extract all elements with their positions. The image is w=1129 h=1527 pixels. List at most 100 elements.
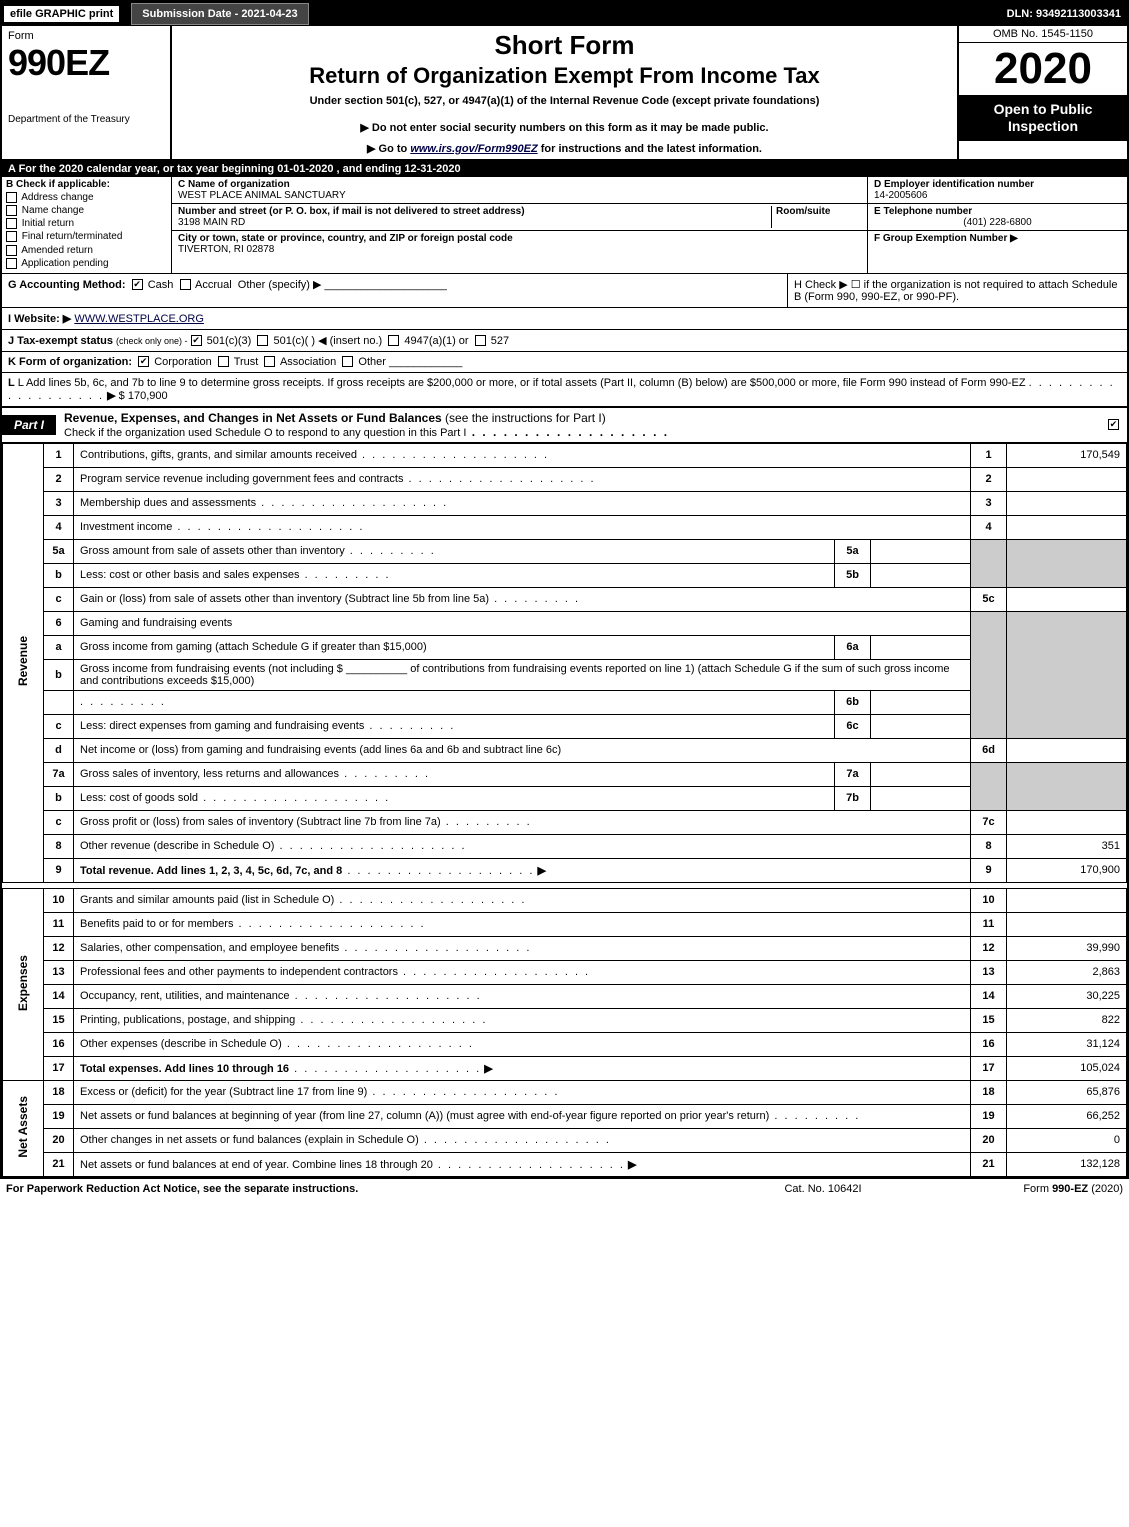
g-label: G Accounting Method:	[8, 279, 126, 291]
line-6c: cLess: direct expenses from gaming and f…	[3, 714, 1127, 738]
goto-pre: ▶ Go to	[367, 143, 410, 155]
c-city-value: TIVERTON, RI 02878	[178, 244, 861, 255]
line-21: 21Net assets or fund balances at end of …	[3, 1152, 1127, 1176]
b-opt-address-change[interactable]: Address change	[6, 192, 167, 203]
d-ein-label: D Employer identification number	[874, 179, 1121, 190]
form-number: 990EZ	[8, 42, 164, 84]
line-14-value: 30,225	[1007, 984, 1127, 1008]
goto-line: ▶ Go to www.irs.gov/Form990EZ for instru…	[180, 142, 949, 155]
line-12-value: 39,990	[1007, 936, 1127, 960]
e-tel-label: E Telephone number	[874, 206, 1121, 217]
line-3: 3Membership dues and assessments 3	[3, 491, 1127, 515]
j-row: J Tax-exempt status (check only one) - 5…	[2, 330, 1127, 352]
header-right: OMB No. 1545-1150 2020 Open to Public In…	[957, 26, 1127, 159]
k-trust-checkbox[interactable]	[218, 356, 229, 367]
goto-post: for instructions and the latest informat…	[538, 143, 762, 155]
expenses-side-label: Expenses	[16, 955, 30, 1011]
h-text: H Check ▶ ☐ if the organization is not r…	[787, 274, 1127, 307]
footer-center: Cat. No. 10642I	[723, 1183, 923, 1195]
line-18: Net Assets 18Excess or (deficit) for the…	[3, 1080, 1127, 1104]
j-label: J Tax-exempt status	[8, 335, 113, 347]
i-label: I Website: ▶	[8, 313, 71, 325]
dln-label: DLN: 93492113003341	[1007, 8, 1127, 20]
irs-link[interactable]: www.irs.gov/Form990EZ	[410, 143, 537, 155]
d-ein-value: 14-2005606	[874, 190, 1121, 201]
efile-print-button[interactable]: efile GRAPHIC print	[2, 4, 121, 24]
b-opt-amended-return[interactable]: Amended return	[6, 245, 167, 256]
l-row: L L Add lines 5b, 6c, and 7b to line 9 t…	[2, 373, 1127, 407]
line-5c: cGain or (loss) from sale of assets othe…	[3, 587, 1127, 611]
b-column: B Check if applicable: Address change Na…	[2, 177, 172, 273]
line-6d: dNet income or (loss) from gaming and fu…	[3, 738, 1127, 762]
part1-check-text: Check if the organization used Schedule …	[64, 427, 466, 439]
line-19: 19Net assets or fund balances at beginni…	[3, 1104, 1127, 1128]
ssn-warning: ▶ Do not enter social security numbers o…	[180, 121, 949, 134]
c-name-value: WEST PLACE ANIMAL SANCTUARY	[178, 190, 861, 201]
j-501c3-checkbox[interactable]	[191, 335, 202, 346]
j-527-checkbox[interactable]	[475, 335, 486, 346]
footer-left: For Paperwork Reduction Act Notice, see …	[6, 1183, 723, 1195]
line-15-value: 822	[1007, 1008, 1127, 1032]
submission-date-badge: Submission Date - 2021-04-23	[131, 3, 308, 25]
line-18-value: 65,876	[1007, 1080, 1127, 1104]
footer-right: Form 990-EZ (2020)	[923, 1183, 1123, 1195]
line-4: 4Investment income 4	[3, 515, 1127, 539]
open-to-public: Open to Public Inspection	[959, 95, 1127, 141]
e-tel-value: (401) 228-6800	[874, 217, 1121, 228]
tax-year: 2020	[959, 43, 1127, 95]
f-group-label: F Group Exemption Number ▶	[874, 233, 1121, 244]
j-501c-checkbox[interactable]	[257, 335, 268, 346]
line-12: 12Salaries, other compensation, and empl…	[3, 936, 1127, 960]
line-5a: 5aGross amount from sale of assets other…	[3, 539, 1127, 563]
b-opt-initial-return[interactable]: Initial return	[6, 218, 167, 229]
part1-schedule-o-checkbox[interactable]	[1108, 419, 1119, 430]
k-corp-checkbox[interactable]	[138, 356, 149, 367]
line-5b: bLess: cost or other basis and sales exp…	[3, 563, 1127, 587]
line-6a: aGross income from gaming (attach Schedu…	[3, 635, 1127, 659]
line-17: 17Total expenses. Add lines 10 through 1…	[3, 1056, 1127, 1080]
k-assoc-checkbox[interactable]	[264, 356, 275, 367]
part1-header: Part I Revenue, Expenses, and Changes in…	[2, 407, 1127, 443]
line-15: 15Printing, publications, postage, and s…	[3, 1008, 1127, 1032]
part1-title: Revenue, Expenses, and Changes in Net As…	[64, 411, 442, 425]
g-cash-checkbox[interactable]	[132, 279, 143, 290]
b-opt-name-change[interactable]: Name change	[6, 205, 167, 216]
financial-table: Revenue 1 Contributions, gifts, grants, …	[2, 443, 1127, 1177]
g-h-row: G Accounting Method: Cash Accrual Other …	[2, 274, 1127, 308]
c-street-value: 3198 MAIN RD	[178, 217, 771, 228]
line-6: 6Gaming and fundraising events	[3, 611, 1127, 635]
line-17-value: 105,024	[1007, 1056, 1127, 1080]
line-13: 13Professional fees and other payments t…	[3, 960, 1127, 984]
g-accrual-checkbox[interactable]	[180, 279, 191, 290]
short-form-title: Short Form	[180, 30, 949, 61]
part1-badge: Part I	[2, 415, 56, 435]
line-1-value: 170,549	[1007, 443, 1127, 467]
line-20: 20Other changes in net assets or fund ba…	[3, 1128, 1127, 1152]
line-1: Revenue 1 Contributions, gifts, grants, …	[3, 443, 1127, 467]
b-opt-final-return[interactable]: Final return/terminated	[6, 231, 167, 242]
b-opt-application-pending[interactable]: Application pending	[6, 258, 167, 269]
line-11: 11Benefits paid to or for members 11	[3, 912, 1127, 936]
netassets-side-label: Net Assets	[16, 1096, 30, 1158]
dept-label: Department of the Treasury	[8, 114, 164, 125]
line-7a: 7aGross sales of inventory, less returns…	[3, 762, 1127, 786]
page-footer: For Paperwork Reduction Act Notice, see …	[0, 1179, 1129, 1199]
line-10: Expenses 10Grants and similar amounts pa…	[3, 888, 1127, 912]
line-13-value: 2,863	[1007, 960, 1127, 984]
website-link[interactable]: WWW.WESTPLACE.ORG	[74, 313, 204, 325]
part1-note: (see the instructions for Part I)	[445, 411, 606, 425]
i-website-row: I Website: ▶ WWW.WESTPLACE.ORG	[2, 308, 1127, 330]
k-row: K Form of organization: Corporation Trus…	[2, 352, 1127, 373]
c-name-label: C Name of organization	[178, 179, 861, 190]
c-room-label: Room/suite	[776, 206, 861, 217]
line-21-value: 132,128	[1007, 1152, 1127, 1176]
header-left: Form 990EZ Department of the Treasury	[2, 26, 172, 159]
line-16-value: 31,124	[1007, 1032, 1127, 1056]
j-4947-checkbox[interactable]	[388, 335, 399, 346]
line-8-value: 351	[1007, 834, 1127, 858]
revenue-side-label: Revenue	[16, 636, 30, 686]
line-7b: bLess: cost of goods sold 7b	[3, 786, 1127, 810]
k-other-checkbox[interactable]	[342, 356, 353, 367]
line-20-value: 0	[1007, 1128, 1127, 1152]
c-column: C Name of organization WEST PLACE ANIMAL…	[172, 177, 867, 273]
